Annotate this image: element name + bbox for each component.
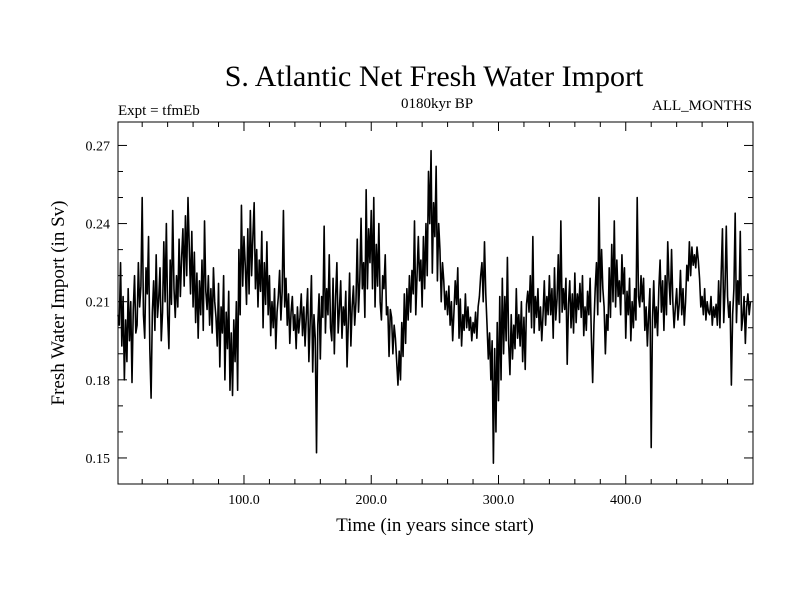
y-axis-ticks: 0.15 0.18 0.21 0.24 0.27 [86,139,753,485]
y-tick-label: 0.21 [86,296,111,311]
x-tick-label: 300.0 [483,493,515,508]
series-layer [117,149,752,464]
chart-subtitle: 0180kyr BP [401,96,473,112]
x-tick-label: 100.0 [228,493,260,508]
x-axis-label: Time (in years since start) [336,515,534,536]
y-tick-label: 0.15 [86,452,111,467]
x-axis-ticks: 100.0 200.0 300.0 400.0 [141,122,729,508]
y-tick-label: 0.27 [86,139,111,154]
y-axis-label: Fresh Water Import (in Sv) [48,201,69,406]
plot-frame [117,121,754,485]
chart-title: S. Atlantic Net Fresh Water Import [225,60,644,93]
series-line-0 [117,149,752,464]
y-tick-label: 0.24 [86,218,111,233]
x-tick-label: 400.0 [610,493,642,508]
y-tick-label: 0.18 [86,374,111,389]
months-label: ALL_MONTHS [652,98,752,114]
experiment-label: Expt = tfmEb [118,103,200,119]
x-tick-label: 200.0 [355,493,387,508]
